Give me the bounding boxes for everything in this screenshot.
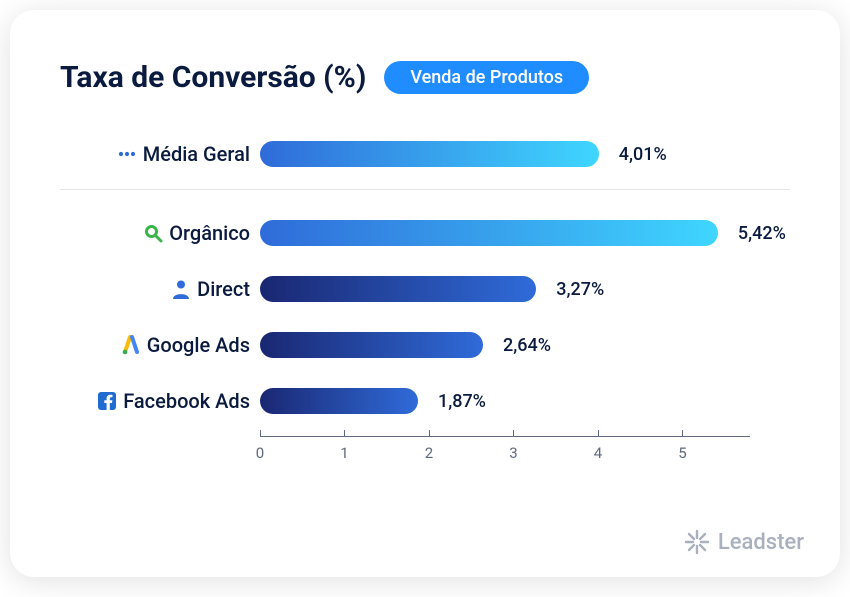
row-label-wrap: Média Geral xyxy=(60,142,250,166)
facebook-icon xyxy=(97,391,117,411)
axis-tick xyxy=(513,430,514,436)
row-label-wrap: Google Ads xyxy=(60,333,250,357)
axis-tick xyxy=(260,430,261,436)
filter-pill: Venda de Produtos xyxy=(384,61,589,94)
bar-row-gads: Google Ads 2,64% xyxy=(60,324,790,366)
axis-tick xyxy=(598,430,599,436)
row-label: Média Geral xyxy=(143,142,250,166)
row-label-wrap: Orgânico xyxy=(60,221,250,245)
filter-pill-label: Venda de Produtos xyxy=(410,67,563,88)
bars-container: Média Geral 4,01% Orgânico 5,42% Direct 3,27%… xyxy=(60,133,790,422)
bar xyxy=(260,220,718,246)
bar-row-geral: Média Geral 4,01% xyxy=(60,133,790,175)
bar-value: 3,27% xyxy=(556,279,604,300)
search-icon xyxy=(143,223,163,243)
row-label-wrap: Facebook Ads xyxy=(60,389,250,413)
bar xyxy=(260,276,536,302)
bar-value: 4,01% xyxy=(619,144,667,165)
row-label: Direct xyxy=(197,277,250,301)
row-label-wrap: Direct xyxy=(60,277,250,301)
axis-tick xyxy=(344,430,345,436)
gads-icon xyxy=(121,335,141,355)
x-axis: 012345 xyxy=(260,436,790,470)
bar-row-fbads: Facebook Ads 1,87% xyxy=(60,380,790,422)
bar xyxy=(260,388,418,414)
bar xyxy=(260,332,483,358)
card-title: Taxa de Conversão (%) xyxy=(60,60,366,95)
bar-value: 2,64% xyxy=(503,335,551,356)
axis-tick-label: 2 xyxy=(425,444,433,462)
bar-value: 1,87% xyxy=(438,391,486,412)
axis-tick xyxy=(429,430,430,436)
axis-tick xyxy=(682,430,683,436)
row-label: Facebook Ads xyxy=(123,389,250,413)
bar-row-organico: Orgânico 5,42% xyxy=(60,212,790,254)
leadster-icon xyxy=(684,529,710,555)
axis-tick-label: 0 xyxy=(256,444,264,462)
dots-icon xyxy=(117,144,137,164)
section-divider xyxy=(60,189,790,190)
brand-mark: Leadster xyxy=(684,529,804,555)
bar xyxy=(260,141,599,167)
brand-name: Leadster xyxy=(718,530,804,555)
axis-tick-label: 4 xyxy=(594,444,602,462)
person-icon xyxy=(171,279,191,299)
row-label: Orgânico xyxy=(169,221,250,245)
row-label: Google Ads xyxy=(147,333,250,357)
axis-tick-label: 1 xyxy=(340,444,348,462)
bar-value: 5,42% xyxy=(738,223,786,244)
conversion-card: Taxa de Conversão (%) Venda de Produtos … xyxy=(10,10,840,577)
bar-row-direct: Direct 3,27% xyxy=(60,268,790,310)
x-axis-line xyxy=(260,436,750,437)
axis-tick-label: 5 xyxy=(678,444,686,462)
card-header: Taxa de Conversão (%) Venda de Produtos xyxy=(60,60,790,95)
axis-tick-label: 3 xyxy=(509,444,517,462)
